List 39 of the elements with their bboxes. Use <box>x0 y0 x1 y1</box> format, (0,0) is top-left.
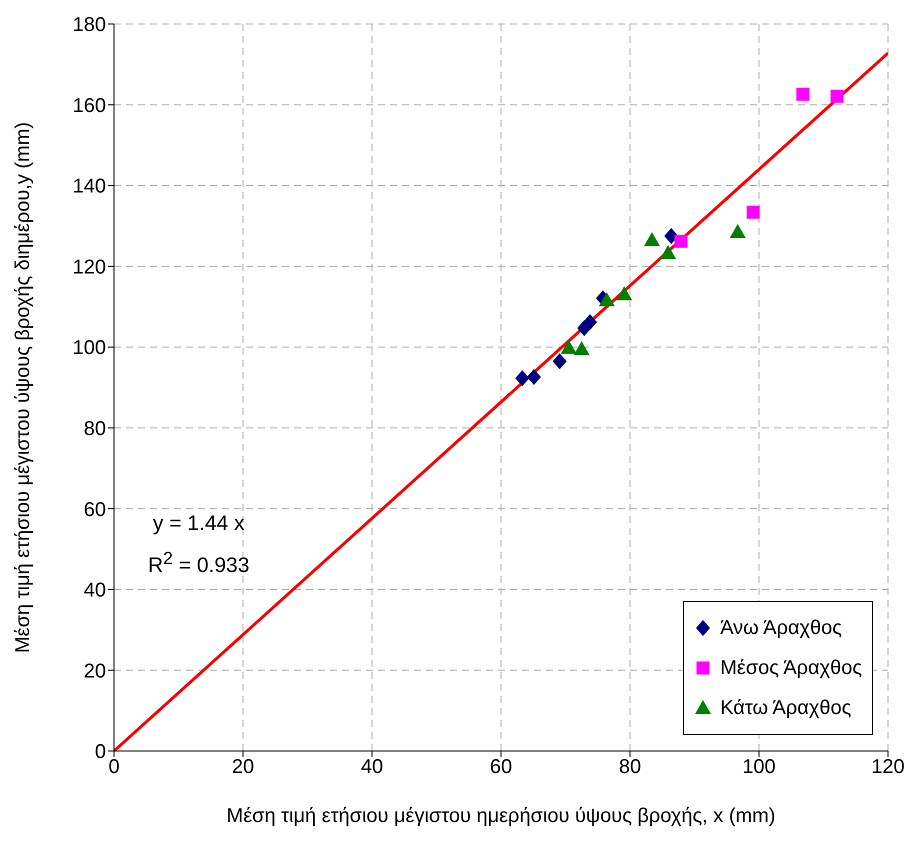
point <box>598 292 615 306</box>
y-tick-label: 160 <box>72 94 106 117</box>
point <box>616 286 632 300</box>
y-tick-label: 120 <box>72 256 106 278</box>
legend-label: Άνω Άραχθος <box>720 616 842 640</box>
legend-label: Κάτω Άραχθος <box>720 696 852 720</box>
point <box>583 314 598 330</box>
point <box>560 340 577 354</box>
x-tick-label: 60 <box>490 756 512 778</box>
x-axis-title: Μέση τιμή ετήσιου μέγιστου ημερήσιου ύψους βροχής, x (mm) <box>226 805 776 827</box>
point <box>552 353 567 370</box>
point <box>730 224 746 238</box>
annotation: R$^{2}$ = 0.933 <box>148 547 250 579</box>
point <box>660 245 676 260</box>
x-tick-label: 80 <box>618 756 642 778</box>
x-tick-label: 0 <box>108 756 120 778</box>
y-axis-title: Μέση τιμή ετήσιου μέγιστου ύψους βροχής διημέρου,y (mm) <box>12 122 34 654</box>
y-tick-label: 20 <box>84 660 106 682</box>
x-tick-label: 100 <box>742 756 776 778</box>
point <box>574 341 590 356</box>
point <box>515 370 530 386</box>
point <box>674 234 688 248</box>
x-tick-label: 20 <box>232 756 254 778</box>
y-tick-label: 40 <box>84 580 106 602</box>
y-tick-label: 100 <box>72 337 106 360</box>
y-tick-label: 0 <box>94 741 106 764</box>
y-tick-label: 80 <box>84 418 106 440</box>
x-tick-label: 120 <box>871 756 905 778</box>
y-tick-label: 180 <box>72 14 106 36</box>
point <box>796 88 810 101</box>
x-tick-label: 40 <box>360 756 384 778</box>
point <box>644 232 660 246</box>
y-tick-label: 140 <box>72 176 106 198</box>
annotation: y = 1.44 x <box>152 511 246 537</box>
y-tick-label: 60 <box>84 498 106 521</box>
point <box>526 369 541 385</box>
point <box>746 206 760 219</box>
point <box>830 90 844 103</box>
legend-label: Μέσος Άραχθος <box>720 656 862 680</box>
